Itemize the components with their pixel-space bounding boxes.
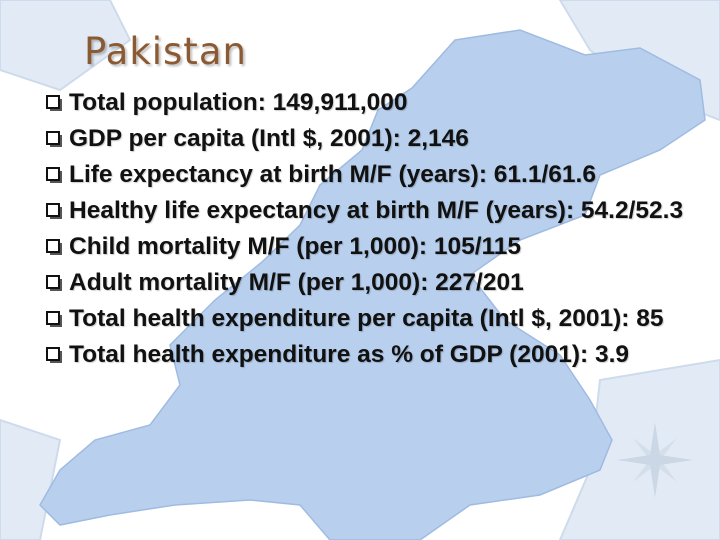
checkbox-bullet-icon xyxy=(46,347,62,363)
checkbox-bullet-icon xyxy=(46,95,62,111)
bullet-list: Total population: 149,911,000 GDP per ca… xyxy=(46,88,708,376)
country-shape xyxy=(39,29,706,540)
bullet-text: Child mortality M/F (per 1,000): 105/115 xyxy=(69,233,522,260)
checkbox-bullet-icon xyxy=(46,311,62,327)
bullet-life-expectancy: Life expectancy at birth M/F (years): 61… xyxy=(46,160,708,190)
bullet-text: Total health expenditure as % of GDP (20… xyxy=(69,341,630,368)
bullet-text: GDP per capita (Intl $, 2001): 2,146 xyxy=(69,125,469,152)
bullet-healthy-life-expectancy: Healthy life expectancy at birth M/F (ye… xyxy=(46,196,708,226)
bullet-adult-mortality: Adult mortality M/F (per 1,000): 227/201 xyxy=(46,268,708,298)
bullet-text: Life expectancy at birth M/F (years): 61… xyxy=(69,161,596,188)
checkbox-bullet-icon xyxy=(46,167,62,183)
checkbox-bullet-icon xyxy=(46,131,62,147)
bullet-text: Total population: 149,911,000 xyxy=(69,89,408,116)
bullet-gdp-per-capita: GDP per capita (Intl $, 2001): 2,146 xyxy=(46,124,708,154)
checkbox-bullet-icon xyxy=(46,275,62,291)
compass-rose-icon xyxy=(617,422,693,498)
bullet-text: Adult mortality M/F (per 1,000): 227/201 xyxy=(69,269,524,296)
bullet-child-mortality: Child mortality M/F (per 1,000): 105/115 xyxy=(46,232,708,262)
checkbox-bullet-icon xyxy=(46,203,62,219)
checkbox-bullet-icon xyxy=(46,239,62,255)
bullet-health-expenditure-per-capita: Total health expenditure per capita (Int… xyxy=(46,304,708,334)
bullet-health-expenditure-gdp: Total health expenditure as % of GDP (20… xyxy=(46,340,708,370)
bullet-text: Healthy life expectancy at birth M/F (ye… xyxy=(69,197,684,224)
bullet-text: Total health expenditure per capita (Int… xyxy=(69,305,664,332)
bullet-total-population: Total population: 149,911,000 xyxy=(46,88,708,118)
slide-title: Pakistan xyxy=(84,30,247,73)
